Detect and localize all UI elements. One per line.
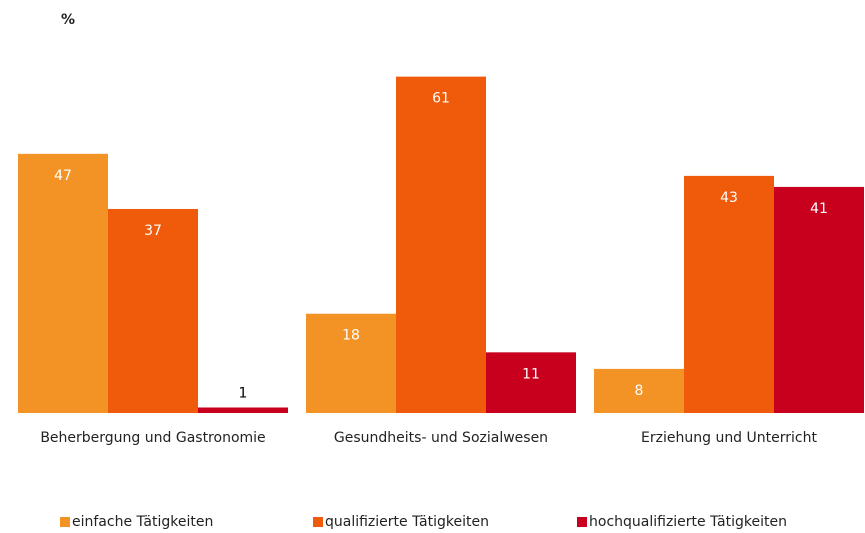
x-tick-label: Erziehung und Unterricht (641, 430, 817, 446)
legend-label: hochqualifizierte Tätigkeiten (589, 514, 787, 530)
bar (774, 186, 864, 413)
data-label: 11 (522, 366, 540, 382)
bar (18, 153, 108, 414)
data-label: 8 (635, 383, 644, 399)
bar (594, 368, 684, 413)
bar (108, 208, 198, 413)
data-label: 61 (432, 91, 450, 107)
data-label: 47 (54, 168, 72, 184)
data-label: 1 (239, 385, 248, 401)
data-label: 41 (810, 201, 828, 217)
data-label: 18 (342, 328, 360, 344)
legend-label: qualifizierte Tätigkeiten (325, 514, 489, 530)
x-tick-label: Beherbergung und Gastronomie (40, 430, 265, 446)
legend-label: einfache Tätigkeiten (72, 514, 213, 530)
legend-swatch (313, 517, 323, 527)
bar (684, 175, 774, 413)
legend-swatch (577, 517, 587, 527)
y-axis-label: % (61, 12, 75, 28)
x-tick-label: Gesundheits- und Sozialwesen (334, 430, 548, 446)
bar (486, 352, 576, 413)
bar (306, 313, 396, 413)
legend-swatch (60, 517, 70, 527)
data-label: 37 (144, 223, 162, 239)
bar (198, 407, 288, 413)
data-label: 43 (720, 190, 738, 206)
bar (396, 76, 486, 413)
